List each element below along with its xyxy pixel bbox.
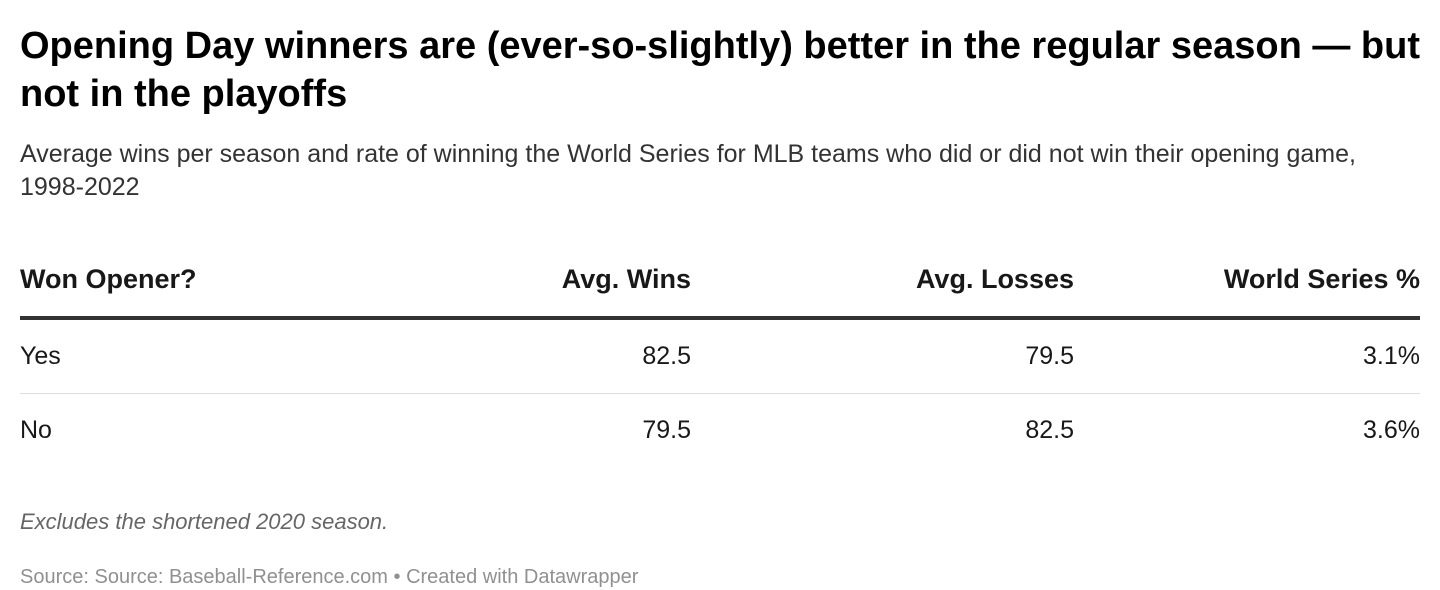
chart-title: Opening Day winners are (ever-so-slightl…	[20, 25, 1420, 115]
table-cell: No	[20, 416, 52, 444]
chart-subtitle: Average wins per season and rate of winn…	[20, 140, 1356, 201]
table-cell: 3.6%	[1363, 416, 1420, 444]
table-cell: 3.1%	[1074, 318, 1420, 394]
chart-source: Source: Source: Baseball-Reference.com •…	[20, 566, 639, 588]
table-cell: 79.5	[642, 416, 691, 444]
table-cell: Yes	[20, 318, 385, 394]
column-header-avg-losses: Avg. Losses	[691, 264, 1074, 320]
column-header-avg-wins: Avg. Wins	[385, 264, 691, 320]
column-header-won-opener: Won Opener?	[20, 264, 385, 320]
table-row: Yes 82.5 79.5 3.1%	[20, 318, 1420, 394]
column-header-world-series-pct: World Series %	[1074, 264, 1420, 320]
table-header-row: Won Opener? Avg. Wins Avg. Losses World …	[20, 264, 1420, 320]
table-cell: 79.5	[691, 318, 1074, 394]
chart-note: Excludes the shortened 2020 season.	[20, 509, 389, 534]
chart-container: Opening Day winners are (ever-so-slightl…	[20, 22, 1420, 588]
table-cell: 82.5	[1025, 416, 1074, 444]
data-table: Won Opener? Avg. Wins Avg. Losses World …	[20, 264, 1420, 467]
table-cell: 82.5	[385, 318, 691, 394]
table-row: No 79.5 82.5 3.6%	[20, 394, 1420, 468]
